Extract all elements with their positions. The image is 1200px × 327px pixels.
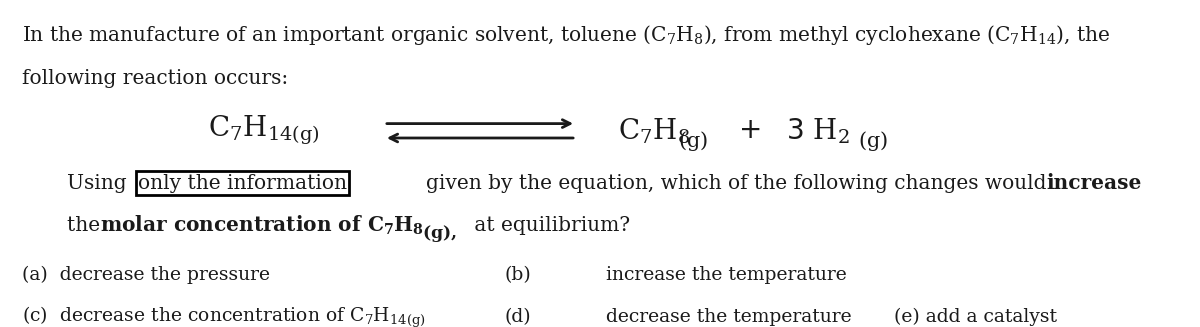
- Text: (e) add a catalyst: (e) add a catalyst: [894, 308, 1057, 326]
- Text: $3\ \mathregular{H_2}$: $3\ \mathregular{H_2}$: [786, 116, 850, 146]
- Text: Using: Using: [67, 174, 127, 193]
- Text: increase the temperature: increase the temperature: [606, 266, 847, 284]
- Text: following reaction occurs:: following reaction occurs:: [22, 69, 288, 88]
- Text: only the information: only the information: [138, 174, 347, 193]
- Text: $\mathregular{(g)}$: $\mathregular{(g)}$: [858, 129, 888, 153]
- Text: molar concentration of $\mathregular{C_7H_8}$: molar concentration of $\mathregular{C_7…: [100, 214, 424, 237]
- Text: $\mathregular{C_7H_{14(g)}}$: $\mathregular{C_7H_{14(g)}}$: [208, 114, 320, 147]
- Text: (c)  decrease the concentration of $\mathregular{C_7H_{14(g)}}$: (c) decrease the concentration of $\math…: [22, 304, 425, 327]
- Text: (a)  decrease the pressure: (a) decrease the pressure: [22, 266, 270, 284]
- Text: $+$: $+$: [738, 117, 761, 144]
- Text: increase: increase: [1046, 173, 1141, 193]
- Text: In the manufacture of an important organic solvent, toluene ($\mathregular{C_7H_: In the manufacture of an important organ…: [22, 23, 1110, 47]
- Text: (b): (b): [504, 266, 530, 284]
- Text: $\mathregular{C_7H_8}$: $\mathregular{C_7H_8}$: [618, 116, 690, 146]
- Text: the: the: [67, 216, 107, 235]
- Text: at equilibrium?: at equilibrium?: [468, 216, 630, 235]
- Text: given by the equation, which of the following changes would: given by the equation, which of the foll…: [426, 174, 1052, 193]
- Text: decrease the temperature: decrease the temperature: [606, 308, 852, 326]
- Text: $\mathregular{(g)}$: $\mathregular{(g)}$: [678, 129, 708, 153]
- Text: $\mathregular{(g)}$,: $\mathregular{(g)}$,: [422, 223, 457, 244]
- Text: (d): (d): [504, 308, 530, 326]
